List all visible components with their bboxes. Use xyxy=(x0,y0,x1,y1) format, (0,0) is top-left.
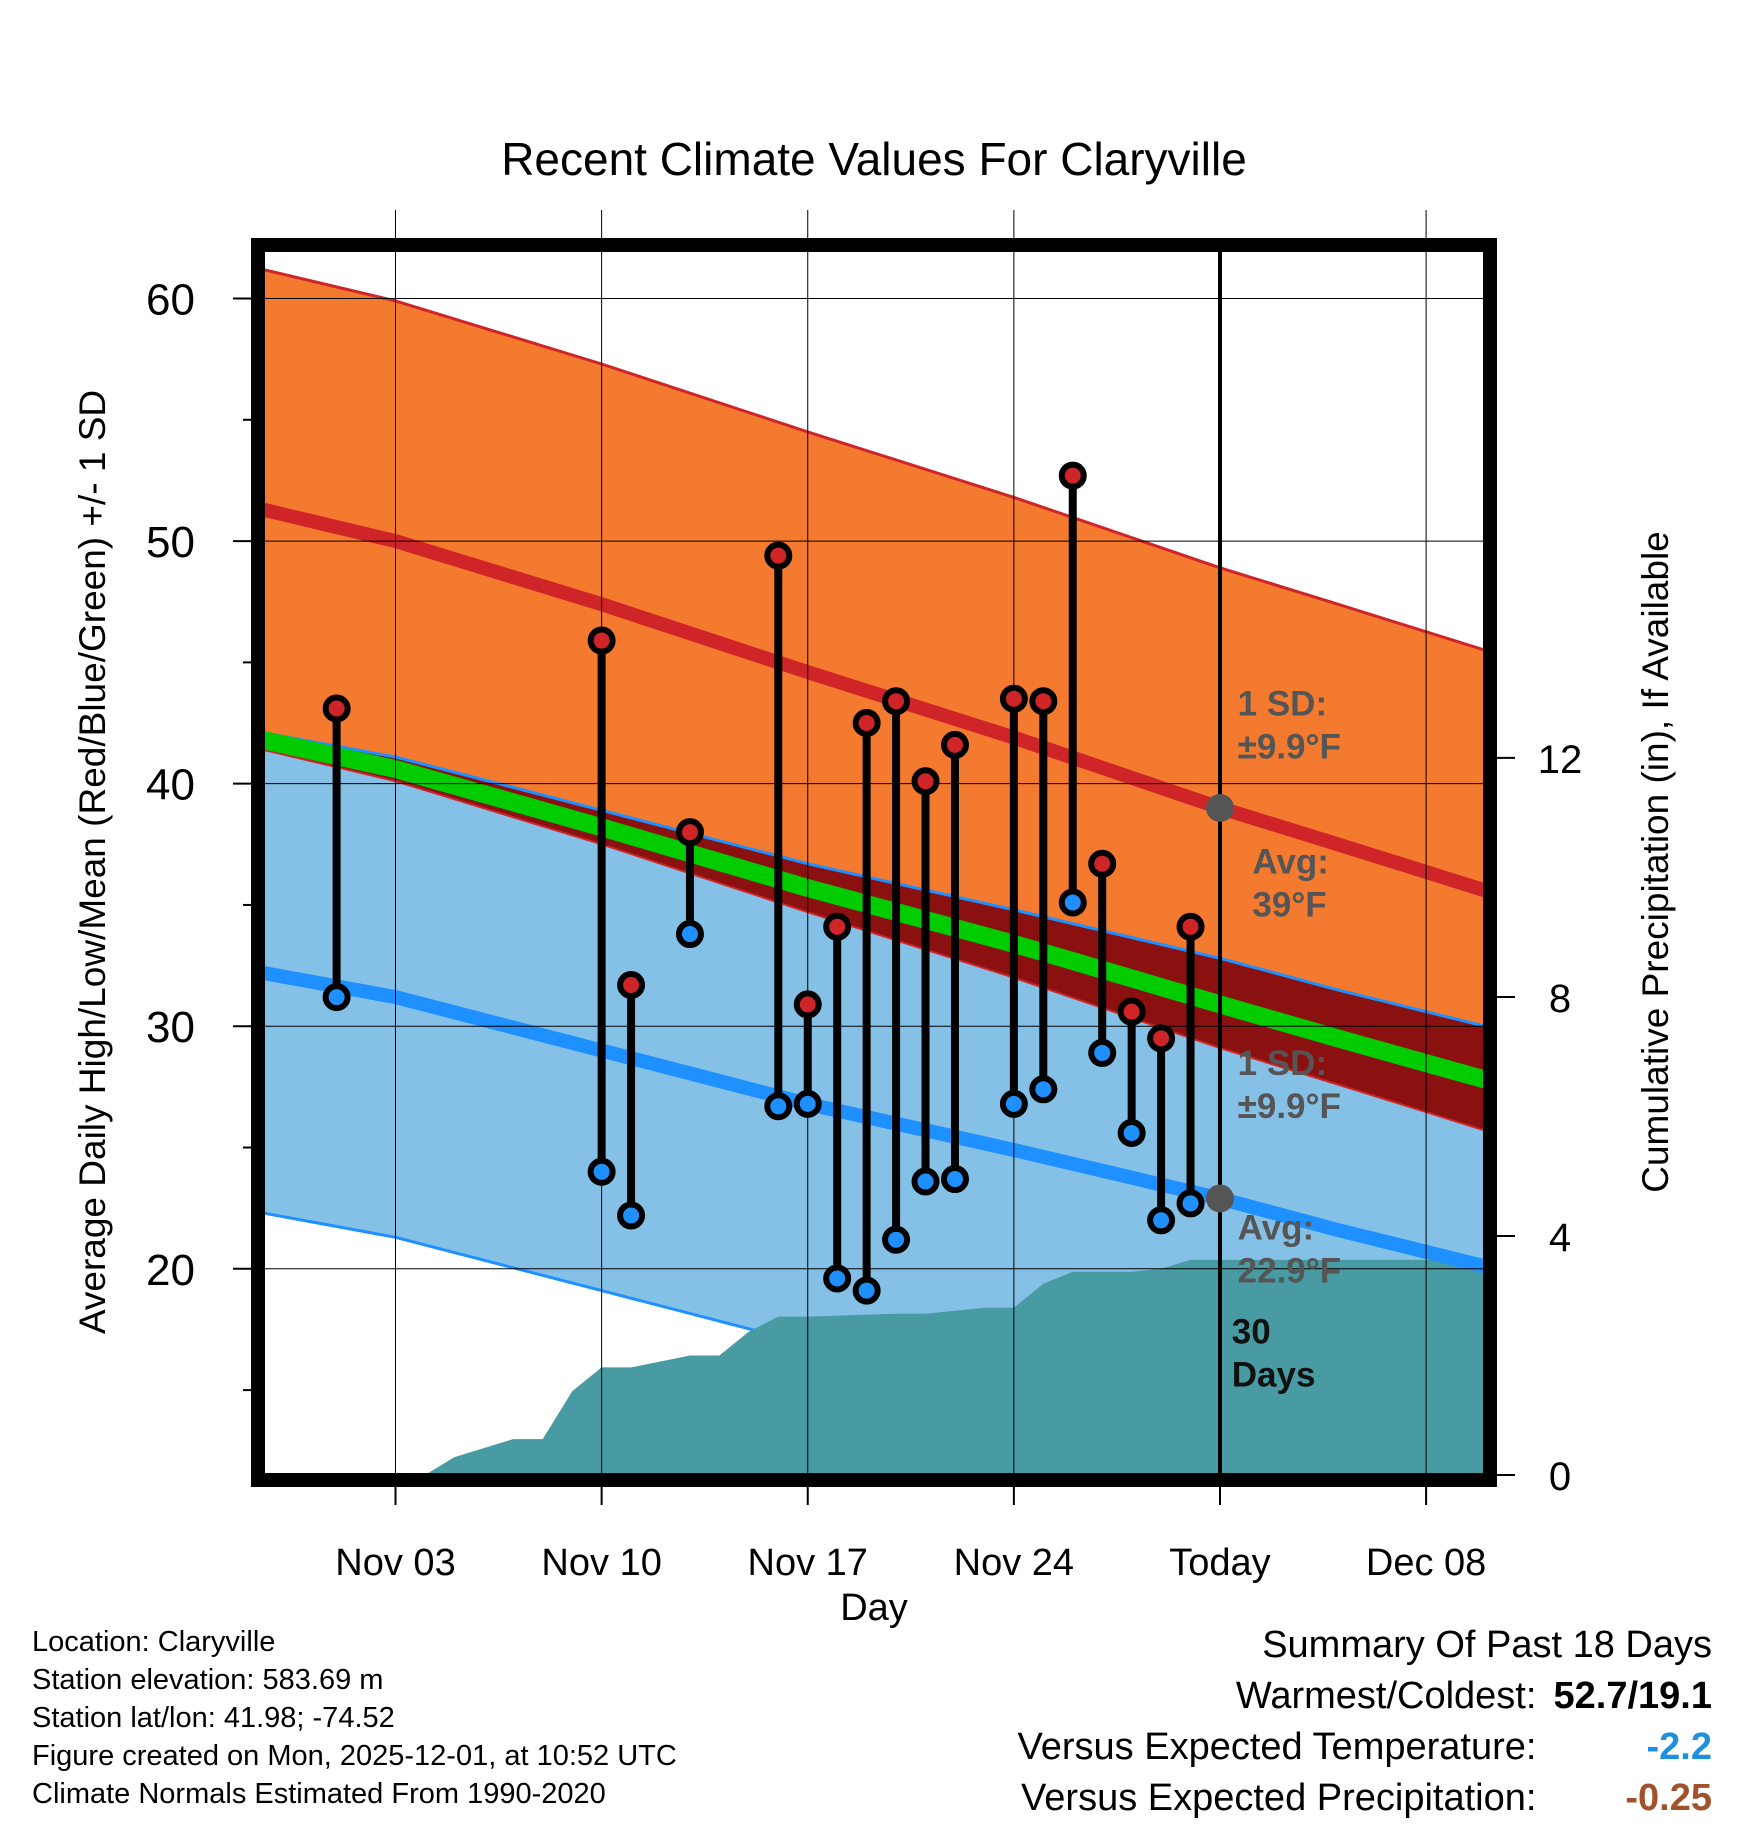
high-sd-annotation: 1 SD: xyxy=(1238,685,1327,724)
obs-low-point xyxy=(793,1089,822,1118)
y-tick-label: 50 xyxy=(146,518,195,567)
obs-low-point xyxy=(823,1264,852,1293)
obs-high-point xyxy=(852,709,881,738)
x-tick-label: Dec 08 xyxy=(1366,1542,1486,1584)
latlon-text: Station lat/lon: 41.98; -74.52 xyxy=(32,1702,395,1734)
today-high-avg-marker xyxy=(1205,793,1234,822)
high-upper-sd-line xyxy=(263,267,1485,652)
obs-high-point xyxy=(1088,849,1117,878)
obs-high-point xyxy=(1029,687,1058,716)
warm-cold-value: 52.7/19.1 xyxy=(1553,1675,1712,1717)
obs-low-point xyxy=(882,1225,911,1254)
summary-warm-cold: Warmest/Coldest: 52.7/19.1 xyxy=(1018,1671,1712,1722)
obs-low-point xyxy=(675,920,704,949)
obs-high-point xyxy=(1058,461,1087,490)
obs-high-point xyxy=(823,912,852,941)
obs-high-point xyxy=(940,730,969,759)
obs-high-point xyxy=(793,990,822,1019)
x-axis-label: Day xyxy=(840,1587,908,1629)
y-axis-label-right: Cumulative Precipitation (in), If Availa… xyxy=(1635,531,1676,1193)
y-right-tick-label: 8 xyxy=(1549,977,1571,1021)
high-avg-annotation: 39°F xyxy=(1252,885,1326,924)
obs-high-point xyxy=(1176,912,1205,941)
obs-high-point xyxy=(882,687,911,716)
summary-title: Summary Of Past 18 Days xyxy=(1262,1624,1712,1666)
high-mean-line xyxy=(263,502,1485,898)
warm-cold-label: Warmest/Coldest: xyxy=(1235,1675,1537,1717)
window-annotation: 30 xyxy=(1232,1313,1271,1352)
x-tick-label: Nov 24 xyxy=(954,1542,1074,1584)
obs-low-point xyxy=(852,1276,881,1305)
high-lower-sd-line xyxy=(263,748,1485,1132)
obs-low-point xyxy=(1176,1189,1205,1218)
station-info: Location: Claryville Station elevation: … xyxy=(32,1623,677,1813)
obs-high-point xyxy=(911,767,940,796)
x-tick-label: Nov 03 xyxy=(335,1542,455,1584)
obs-high-point xyxy=(764,541,793,570)
location-text: Location: Claryville xyxy=(32,1626,276,1658)
obs-low-point xyxy=(764,1092,793,1121)
obs-high-point xyxy=(587,626,616,655)
temp-label: Versus Expected Temperature: xyxy=(1017,1726,1537,1768)
y-tick-label: 60 xyxy=(146,276,195,325)
normals-text: Climate Normals Estimated From 1990-2020 xyxy=(32,1778,606,1810)
summary-panel: Summary Of Past 18 Days Warmest/Coldest:… xyxy=(1018,1620,1712,1824)
x-tick-label: Nov 10 xyxy=(541,1542,661,1584)
obs-low-point xyxy=(617,1201,646,1230)
y-tick-label: 30 xyxy=(146,1003,195,1052)
obs-high-point xyxy=(999,684,1028,713)
overlap-band xyxy=(263,732,1485,1131)
obs-high-point xyxy=(617,971,646,999)
summary-precip: Versus Expected Precipitation: -0.25 xyxy=(1018,1773,1712,1824)
precip-label: Versus Expected Precipitation: xyxy=(1021,1777,1537,1819)
obs-low-point xyxy=(587,1157,616,1186)
plot-frame xyxy=(251,238,1497,1487)
mean-line xyxy=(263,731,1485,1089)
low-avg-annotation: Avg: xyxy=(1238,1209,1314,1248)
obs-high-point xyxy=(675,818,704,847)
chart-title: Recent Climate Values For Claryville xyxy=(501,133,1247,185)
created-text: Figure created on Mon, 2025-12-01, at 10… xyxy=(32,1740,677,1772)
x-tick-label: Today xyxy=(1169,1542,1270,1584)
low-upper-sd-line xyxy=(263,731,1485,1028)
obs-low-point xyxy=(1029,1075,1058,1104)
window-annotation: Days xyxy=(1232,1356,1316,1395)
precip-value: -0.25 xyxy=(1625,1777,1712,1819)
obs-low-point xyxy=(1117,1118,1146,1147)
elevation-text: Station elevation: 583.69 m xyxy=(32,1664,384,1696)
obs-high-point xyxy=(1147,1024,1176,1053)
obs-low-point xyxy=(940,1165,969,1194)
obs-low-point xyxy=(1058,888,1087,917)
y-tick-label: 20 xyxy=(146,1246,195,1295)
x-tick-label: Nov 17 xyxy=(748,1542,868,1584)
low-mean-line xyxy=(263,966,1485,1274)
low-sd-annotation: ±9.9°F xyxy=(1238,1087,1341,1126)
obs-high-point xyxy=(322,694,351,723)
obs-low-point xyxy=(1088,1038,1117,1067)
summary-temp: Versus Expected Temperature: -2.2 xyxy=(1018,1722,1712,1773)
y-right-tick-label: 12 xyxy=(1538,738,1583,782)
obs-high-point xyxy=(1117,997,1146,1026)
y-right-tick-label: 4 xyxy=(1549,1216,1571,1260)
y-axis-label: Average Daily High/Low/Mean (Red/Blue/Gr… xyxy=(72,390,113,1334)
high-sd-annotation: ±9.9°F xyxy=(1238,728,1341,767)
y-tick-label: 40 xyxy=(146,761,195,810)
obs-low-point xyxy=(322,983,351,1012)
obs-low-point xyxy=(999,1089,1028,1118)
obs-low-point xyxy=(911,1167,940,1196)
today-low-avg-marker xyxy=(1205,1184,1234,1213)
low-avg-annotation: 22.9°F xyxy=(1238,1252,1342,1291)
y-right-tick-label: 0 xyxy=(1549,1455,1571,1499)
temp-value: -2.2 xyxy=(1646,1726,1712,1768)
low-sd-annotation: 1 SD: xyxy=(1238,1044,1327,1083)
obs-low-point xyxy=(1147,1206,1176,1235)
high-avg-annotation: Avg: xyxy=(1252,842,1328,881)
